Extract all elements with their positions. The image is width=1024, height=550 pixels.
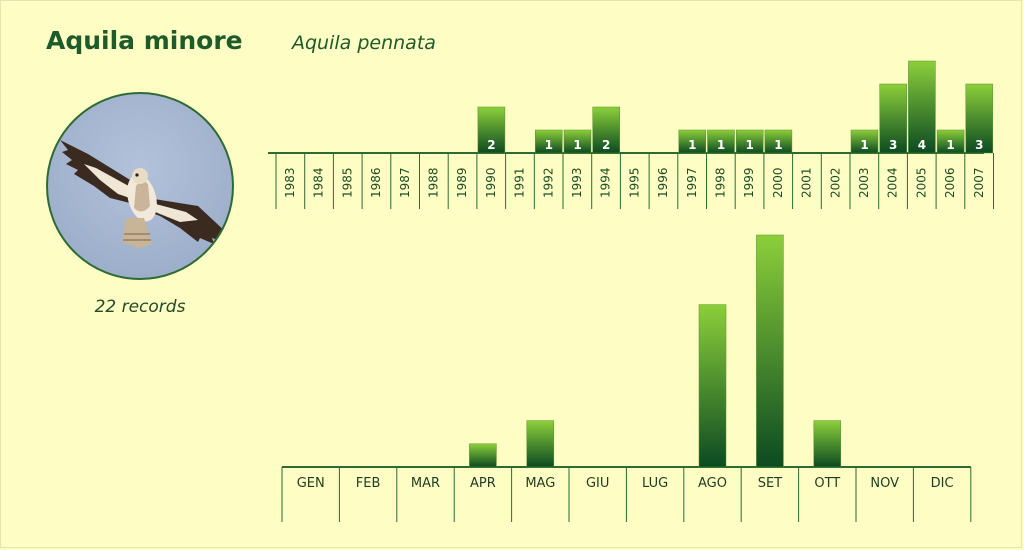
year-tick-label: 1998 <box>714 167 728 198</box>
year-bar <box>678 129 707 154</box>
year-bar <box>707 129 735 154</box>
year-tick-label: 1984 <box>312 167 326 198</box>
month-tick-label: DIC <box>931 476 954 491</box>
year-tick-label: 1994 <box>599 167 613 198</box>
year-tick-label: 1986 <box>369 167 383 198</box>
month-tick-label: MAG <box>525 476 555 491</box>
year-tick-label: 1985 <box>340 167 354 198</box>
year-tick-label: 2006 <box>943 167 957 198</box>
month-tick-label: FEB <box>356 476 381 491</box>
month-tick-label: GIU <box>586 476 609 491</box>
species-common-name: Aquila minore <box>46 26 243 55</box>
year-bar <box>908 60 936 154</box>
year-tick-label: 1989 <box>455 167 469 198</box>
year-bar-value: 1 <box>717 138 725 152</box>
month-tick-label: OTT <box>814 476 840 491</box>
year-bar <box>764 129 793 154</box>
month-bar <box>756 234 784 468</box>
year-tick-label: 1990 <box>484 167 498 198</box>
year-tick-label: 2003 <box>857 167 871 198</box>
year-bar <box>936 129 965 154</box>
year-tick-label: 2002 <box>828 167 842 198</box>
year-chart: 1983 1984 1985 1986 1987 1988 1989 2 1990 1991 1 19… <box>268 60 994 209</box>
year-tick-label: 2000 <box>771 167 785 198</box>
year-bar <box>850 129 879 154</box>
year-tick-label: 1996 <box>656 167 670 198</box>
month-tick-label: GEN <box>297 476 325 491</box>
year-tick-label: 2007 <box>972 167 986 198</box>
year-bar-value: 2 <box>487 138 495 152</box>
month-tick-label: SET <box>758 476 782 491</box>
month-chart: GEN FEB MAR APR MAG GIU LUG AGO SET OTT NOV DIC <box>281 234 972 522</box>
year-bar <box>965 83 994 154</box>
year-bar-value: 3 <box>975 138 983 152</box>
year-bar-value: 1 <box>860 138 868 152</box>
year-bar <box>735 129 764 154</box>
records-count: 22 records <box>94 297 186 317</box>
year-bar-value: 1 <box>573 138 581 152</box>
month-bar <box>813 420 842 468</box>
year-bar <box>563 129 592 154</box>
year-tick-label: 1992 <box>541 167 555 198</box>
year-tick-label: 2004 <box>886 167 900 198</box>
booted-eagle-photo <box>46 92 234 280</box>
month-tick-label: MAR <box>411 476 440 491</box>
year-bar-value: 1 <box>774 138 782 152</box>
month-bar <box>469 443 497 468</box>
month-bar <box>526 420 555 468</box>
year-tick-label: 1983 <box>283 167 297 198</box>
year-tick-label: 2001 <box>800 167 814 198</box>
year-tick-label: 1999 <box>742 167 756 198</box>
year-bar-value: 2 <box>602 138 610 152</box>
eagle-illustration <box>60 140 228 248</box>
year-tick-label: 1987 <box>398 167 412 198</box>
year-tick-label: 1995 <box>627 167 641 198</box>
year-bar-value: 1 <box>545 138 553 152</box>
month-tick-label: LUG <box>642 476 668 491</box>
year-tick-label: 1993 <box>570 167 584 198</box>
year-tick-label: 1991 <box>513 167 527 198</box>
month-tick-label: AGO <box>698 476 727 491</box>
month-tick-label: APR <box>470 476 496 491</box>
year-bar-value: 4 <box>918 138 926 152</box>
year-bar <box>592 106 620 154</box>
year-bar-value: 1 <box>746 138 754 152</box>
year-bar-value: 3 <box>889 138 897 152</box>
year-bar <box>477 106 506 154</box>
year-tick-label: 1997 <box>685 167 699 198</box>
year-tick-label: 2005 <box>914 167 928 198</box>
year-tick-label: 1988 <box>427 167 441 198</box>
year-bar-value: 1 <box>946 138 954 152</box>
year-bar <box>879 83 907 154</box>
species-scientific-name: Aquila pennata <box>292 32 436 54</box>
month-tick-label: NOV <box>870 476 899 491</box>
month-bar <box>698 304 727 468</box>
year-bar <box>535 129 563 154</box>
year-bar-value: 1 <box>688 138 696 152</box>
